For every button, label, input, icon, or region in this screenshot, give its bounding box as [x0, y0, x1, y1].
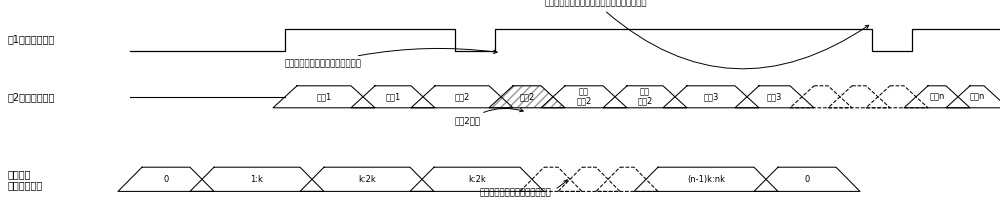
Text: k:2k: k:2k — [358, 175, 376, 184]
Text: 校验3: 校验3 — [767, 92, 782, 101]
Text: 校验1: 校验1 — [385, 92, 401, 101]
Text: 发送探测使能模块探测到低电平，进行重发。: 发送探测使能模块探测到低电平，进行重发。 — [545, 0, 869, 69]
Text: 1:k: 1:k — [251, 175, 263, 184]
Text: 数据2: 数据2 — [454, 92, 470, 101]
Text: 数据1: 数据1 — [316, 92, 332, 101]
Text: 线1：使能信号线: 线1：使能信号线 — [8, 35, 55, 45]
Text: 比特计数单元: 比特计数单元 — [8, 180, 43, 190]
Text: 0: 0 — [804, 175, 810, 184]
Text: 发送数据比特计数单元重新计数: 发送数据比特计数单元重新计数 — [480, 180, 567, 198]
Text: 错误重发使能单元拉低使能信号线: 错误重发使能单元拉低使能信号线 — [285, 48, 497, 68]
Text: 校验n: 校验n — [969, 92, 985, 101]
Text: 数据n: 数据n — [929, 92, 945, 101]
Text: 数据3: 数据3 — [703, 92, 719, 101]
Text: k:2k: k:2k — [468, 175, 486, 184]
Text: 校验2: 校验2 — [519, 92, 535, 101]
Text: 发送数据: 发送数据 — [8, 169, 32, 179]
Text: 重发
校验2: 重发 校验2 — [637, 88, 653, 106]
Text: 校验2错误: 校验2错误 — [455, 108, 523, 125]
Text: 0: 0 — [163, 175, 169, 184]
Text: 重发
数据2: 重发 数据2 — [576, 88, 592, 106]
Text: (n-1)k:nk: (n-1)k:nk — [687, 175, 725, 184]
Text: 线2：数据传输线: 线2：数据传输线 — [8, 92, 55, 102]
